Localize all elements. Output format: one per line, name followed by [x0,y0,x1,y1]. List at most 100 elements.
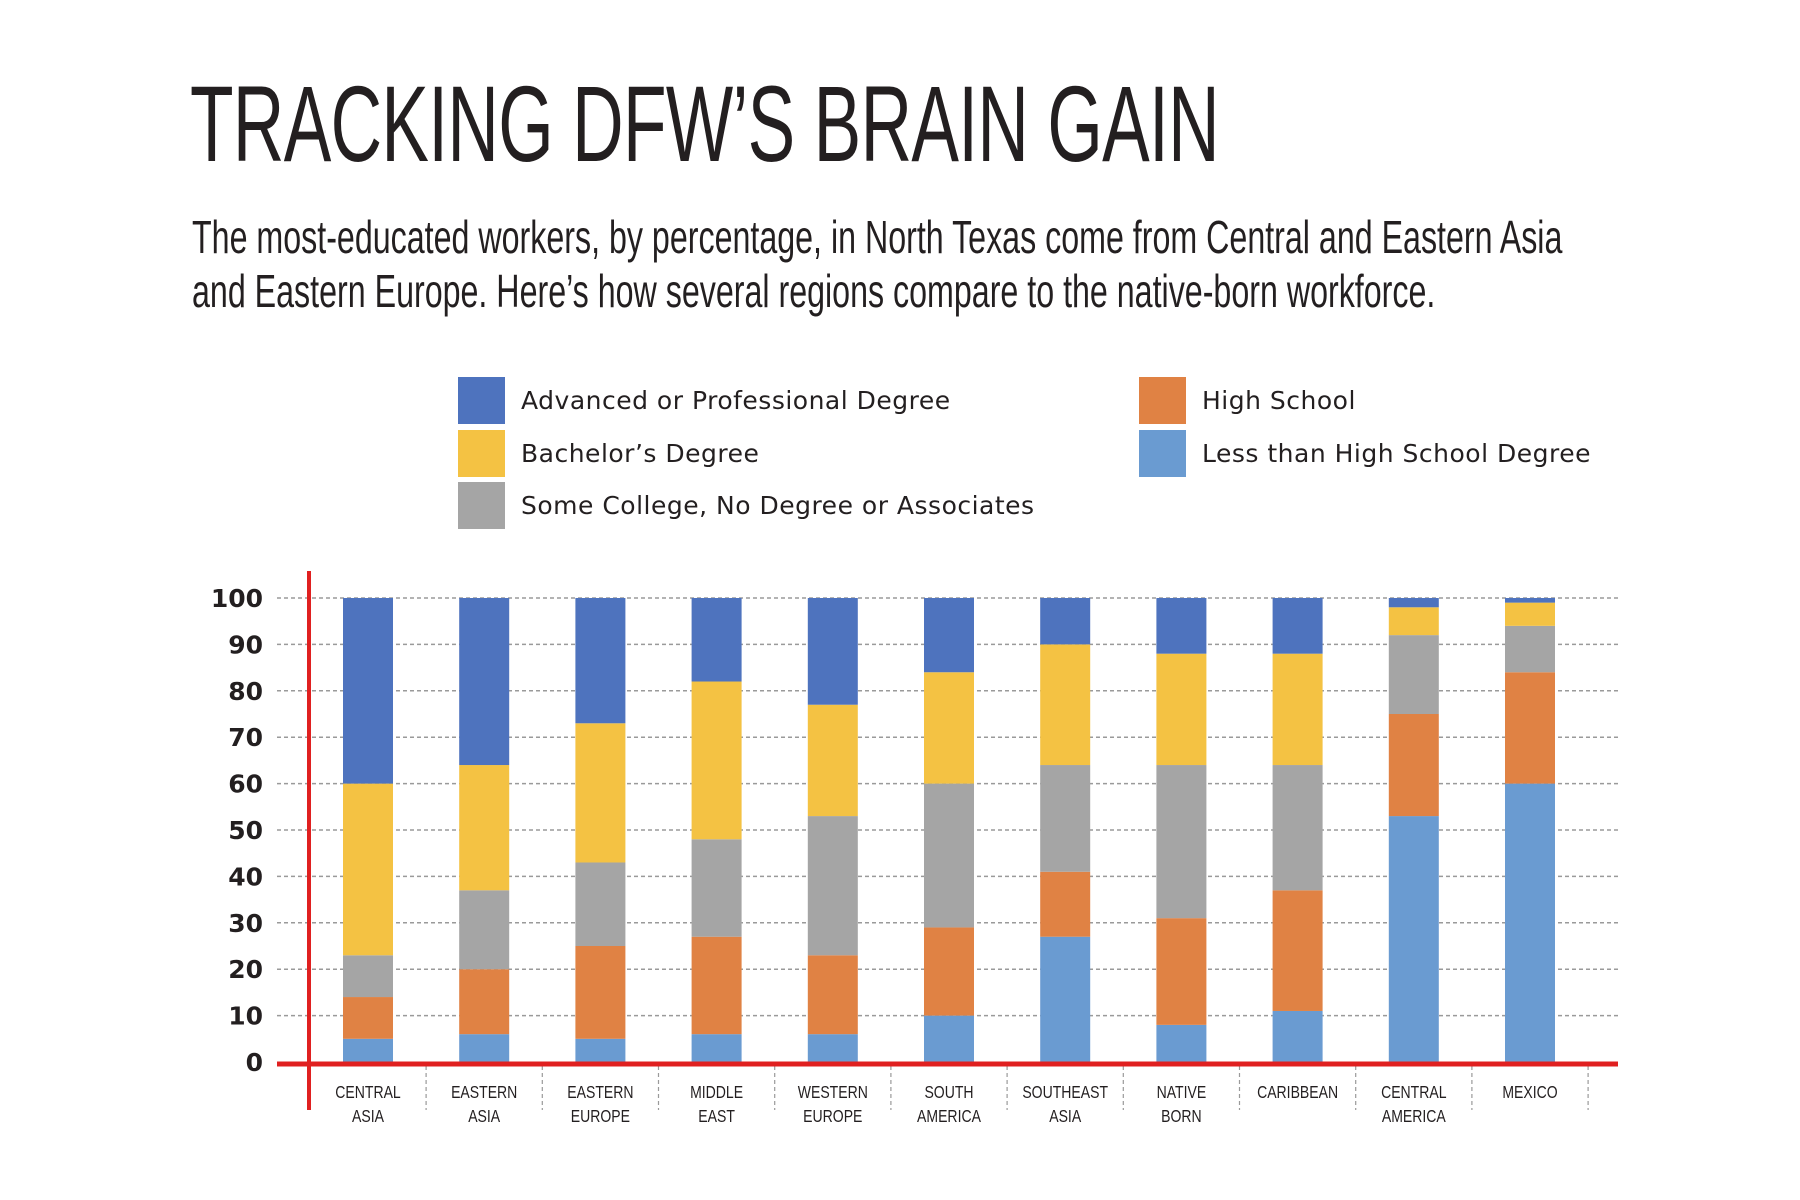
bar-segment [1040,644,1091,766]
bar-segment [807,955,858,1035]
bar-segment [343,1038,393,1062]
bar-segment [459,1034,510,1062]
bar-segment [575,946,626,1039]
x-tick-label: ASIA [468,1106,500,1126]
legend-swatch [458,430,505,477]
y-tick-label: 100 [211,584,263,613]
bar-segment [343,997,393,1039]
legend-item: Some College, No Degree or Associates [458,482,1035,529]
y-tick-label: 70 [228,723,263,752]
legend-label: High School [1202,386,1356,415]
y-tick-label: 0 [246,1048,263,1077]
legend-item: Bachelor’s Degree [458,430,759,477]
x-tick-label: CARIBBEAN [1257,1082,1338,1102]
legend-item: Advanced or Professional Degree [458,377,951,424]
y-tick-label: 60 [228,770,263,799]
bar-segment [807,1034,858,1062]
bar-segment [691,936,742,1035]
x-tick-label: ASIA [352,1106,384,1126]
bar-segment [807,704,858,817]
bar-segment [1156,765,1207,919]
legend-label: Less than High School Degree [1202,439,1591,468]
x-tick-label: EUROPE [571,1106,630,1126]
subtitle: The most-educated workers, by percentage… [192,210,1562,318]
subtitle-line-1: The most-educated workers, by percentage… [192,211,1563,263]
legend-label: Some College, No Degree or Associates [521,491,1035,520]
bar-segment [1272,890,1323,1011]
x-tick-label: MEXICO [1502,1082,1557,1102]
legend-swatch [1139,377,1186,424]
bar-segment [924,1015,974,1062]
y-tick-label: 50 [228,816,263,845]
bar-segment [691,1034,742,1062]
legend-label: Advanced or Professional Degree [521,386,951,415]
bar-segment [1040,936,1091,1062]
x-tick-label: SOUTHEAST [1022,1082,1108,1102]
bar-segment [1272,765,1323,891]
x-tick-label: ASIA [1049,1106,1081,1126]
bar-segment [1040,871,1091,937]
x-tick-label: MIDDLE [690,1082,743,1102]
x-tick-label: EUROPE [803,1106,862,1126]
bar-segment [1156,653,1207,766]
bar-segment [1505,602,1555,626]
bar-segment [691,598,742,682]
bar-segment [1156,1024,1207,1062]
x-tick-label: WESTERN [798,1082,868,1102]
bar-segment [575,862,626,946]
bar-segment [924,783,974,928]
legend-swatch [1139,430,1186,477]
subtitle-line-2: and Eastern Europe. Here’s how several r… [192,265,1436,317]
y-tick-label: 20 [228,955,263,984]
y-tick-label: 90 [228,630,263,659]
bar-segment [1156,598,1207,654]
bar-segment [924,598,974,673]
bar-segment [459,598,510,766]
bar-segment [1272,1010,1323,1062]
y-tick-label: 80 [228,677,263,706]
bar-segment [1388,607,1439,636]
x-tick-label: CENTRAL [1381,1082,1446,1102]
x-tick-label: SOUTH [924,1082,973,1102]
bar-segment [459,765,510,891]
bar-segment [575,723,626,863]
x-tick-label: AMERICA [917,1106,981,1126]
bar-segment [1505,625,1555,673]
bar-segment [1505,783,1555,1062]
bar-segment [807,816,858,956]
page-title: TRACKING DFW’S BRAIN GAIN [190,63,1220,184]
bar-segment [1388,635,1439,714]
bar-segment [575,598,626,724]
x-tick-label: NATIVE [1157,1082,1207,1102]
x-tick-label: CENTRAL [335,1082,400,1102]
bar-segment [1040,765,1091,872]
legend-label: Bachelor’s Degree [521,439,760,468]
bar-segment [691,681,742,840]
bar-segment [1040,598,1091,645]
bar-segment [343,783,393,956]
legend-swatch [458,377,505,424]
y-tick-label: 40 [228,862,263,891]
x-tick-label: BORN [1161,1106,1202,1126]
x-tick-label: EASTERN [451,1082,517,1102]
bar-segment [1156,918,1207,1025]
bar-segment [1388,598,1439,608]
bar-segment [459,969,510,1035]
bar-segment [1272,653,1323,766]
bar-segment [459,890,510,970]
legend-item: High School [1139,377,1356,424]
bar-segment [807,598,858,705]
x-tick-label: EASTERN [567,1082,633,1102]
x-tick-label: EAST [698,1106,735,1126]
bar-segment [1272,598,1323,654]
bar-segment [1505,598,1555,603]
bar-segment [343,955,393,998]
bar-segment [343,598,393,784]
bar-segment [1388,816,1439,1062]
legend-item: Less than High School Degree [1139,430,1591,477]
legend-swatch [458,482,505,529]
bar-segment [924,927,974,1016]
x-tick-label: AMERICA [1382,1106,1446,1126]
bar-segment [1388,714,1439,817]
